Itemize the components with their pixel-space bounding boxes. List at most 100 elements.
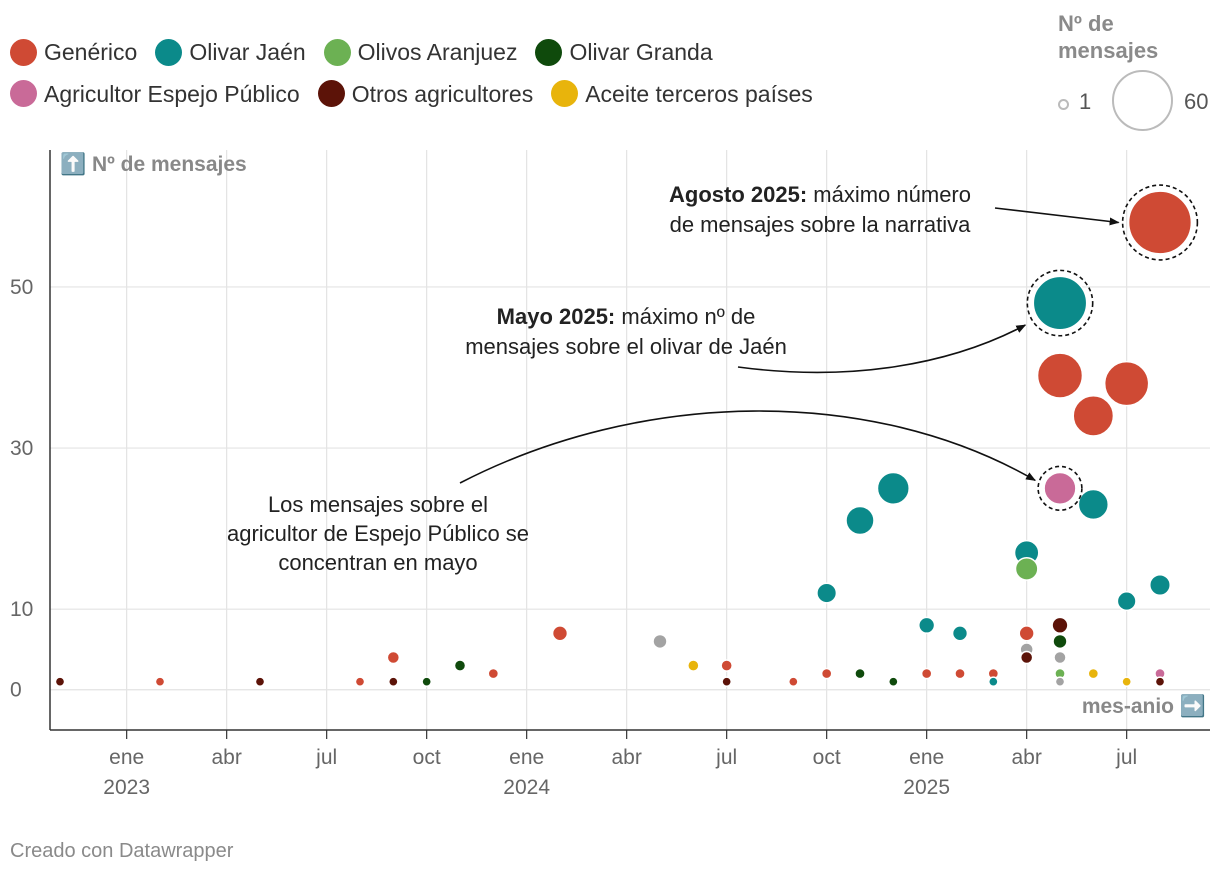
data-point <box>1121 676 1133 688</box>
size-big-label: 60 <box>1184 89 1209 114</box>
legend: Genérico Olivar Jaén Olivos Aranjuez Olivar… <box>10 34 990 117</box>
data-point <box>1116 591 1137 612</box>
highlight-ring <box>1026 269 1094 337</box>
annotation-line: mensajes sobre el olivar de Jaén <box>465 334 787 359</box>
data-point <box>787 676 799 688</box>
y-tick-label: 50 <box>10 276 33 299</box>
legend-item: Olivar Granda <box>535 34 713 70</box>
data-point <box>1043 471 1077 505</box>
data-point <box>887 676 899 688</box>
size-small-label: 1 <box>1079 89 1092 114</box>
data-point <box>687 659 700 672</box>
legend-label: Otros agricultores <box>351 80 534 107</box>
data-point <box>820 667 833 680</box>
y-tick-label: 30 <box>10 437 33 460</box>
legend-swatch <box>317 80 345 107</box>
data-point <box>1072 394 1115 437</box>
size-legend: Nº de mensajes 1 60 <box>1058 10 1218 134</box>
data-point <box>386 650 401 665</box>
annotation-arrow <box>459 410 1036 484</box>
legend-item: Otros agricultores <box>317 76 534 112</box>
x-tick-month: ene <box>909 746 944 769</box>
annotation-espejo: Los mensajes sobre el agricultor de Espej… <box>227 492 529 575</box>
x-tick-month: abr <box>1011 746 1041 769</box>
legend-item: Olivar Jaén <box>155 34 306 70</box>
data-point <box>1103 360 1150 407</box>
data-point <box>1149 574 1171 596</box>
data-point <box>721 676 733 688</box>
x-tick-month: abr <box>211 746 241 769</box>
data-point <box>54 676 66 688</box>
legend-item: Olivos Aranjuez <box>323 34 518 70</box>
data-point <box>1154 676 1166 688</box>
annotation-arrow <box>994 207 1120 226</box>
data-point <box>1077 488 1110 521</box>
data-point <box>876 471 910 505</box>
x-tick-year: 2023 <box>103 776 150 799</box>
legend-label: Olivar Jaén <box>189 39 306 65</box>
data-point <box>1014 556 1039 581</box>
legend-swatch <box>10 80 37 107</box>
data-point <box>487 667 500 680</box>
data-point <box>1051 616 1069 634</box>
data-point <box>1052 633 1068 650</box>
data-point <box>720 659 733 672</box>
data-point <box>453 659 467 672</box>
data-point <box>652 633 668 650</box>
x-tick-month: jul <box>1115 746 1137 769</box>
data-point <box>816 582 838 604</box>
annotation-line: Los mensajes sobre el <box>268 492 488 517</box>
data-point <box>1018 625 1035 642</box>
size-small-circle <box>1058 99 1069 110</box>
data-point <box>551 625 569 642</box>
data-point <box>951 625 969 642</box>
legend-item: Genérico <box>10 34 137 70</box>
legend-label: Aceite terceros países <box>585 80 813 107</box>
data-point <box>1087 667 1100 680</box>
annotation-line: máximo número <box>807 182 971 207</box>
x-axis-title: mes-anio ➡️ <box>1082 693 1206 718</box>
data-point <box>1036 352 1084 399</box>
legend-swatch <box>323 38 351 66</box>
data-point <box>1019 650 1034 665</box>
annotation-line: concentran en mayo <box>278 550 477 575</box>
data-point <box>387 676 399 688</box>
x-tick-month: jul <box>715 746 737 769</box>
x-tick-month: oct <box>813 746 841 769</box>
data-point <box>254 676 266 688</box>
highlight-ring <box>1121 184 1199 261</box>
annotation-bold: Agosto 2025: <box>669 182 807 207</box>
annotation-agosto: Agosto 2025: máximo número de mensajes so… <box>669 182 971 237</box>
y-tick-label: 0 <box>10 679 22 702</box>
data-point <box>918 616 936 634</box>
size-legend-title: Nº de mensajes <box>1058 11 1159 63</box>
legend-swatch <box>155 38 183 66</box>
highlight-ring <box>1037 465 1083 512</box>
x-tick-month: jul <box>315 746 337 769</box>
data-point <box>920 667 933 680</box>
legend-swatch <box>10 38 37 66</box>
size-big-circle <box>1112 70 1173 131</box>
data-point <box>854 667 866 680</box>
data-point <box>421 676 433 688</box>
annotation-line: de mensajes sobre la narrativa <box>670 212 972 237</box>
y-axis-title: ⬆️ Nº de mensajes <box>60 151 247 176</box>
x-tick-month: ene <box>109 746 144 769</box>
legend-swatch <box>551 80 579 107</box>
data-point <box>1054 676 1066 688</box>
x-tick-year: 2024 <box>503 776 550 799</box>
legend-label: Olivos Aranjuez <box>357 39 518 65</box>
data-point <box>1032 275 1088 331</box>
annotation-mayo: Mayo 2025: máximo nº de mensajes sobre el… <box>465 304 787 359</box>
x-tick-month: ene <box>509 746 544 769</box>
size-legend-row: 1 60 <box>1058 64 1218 134</box>
annotation-arrow <box>737 324 1027 374</box>
footer-credit: Creado con Datawrapper <box>10 840 234 862</box>
legend-label: Agricultor Espejo Público <box>44 80 300 107</box>
legend-item: Agricultor Espejo Público <box>10 76 300 112</box>
legend-label: Genérico <box>44 39 138 65</box>
data-point <box>154 676 166 688</box>
annotation-bold: Mayo 2025: <box>497 304 616 329</box>
data-point <box>354 676 366 688</box>
